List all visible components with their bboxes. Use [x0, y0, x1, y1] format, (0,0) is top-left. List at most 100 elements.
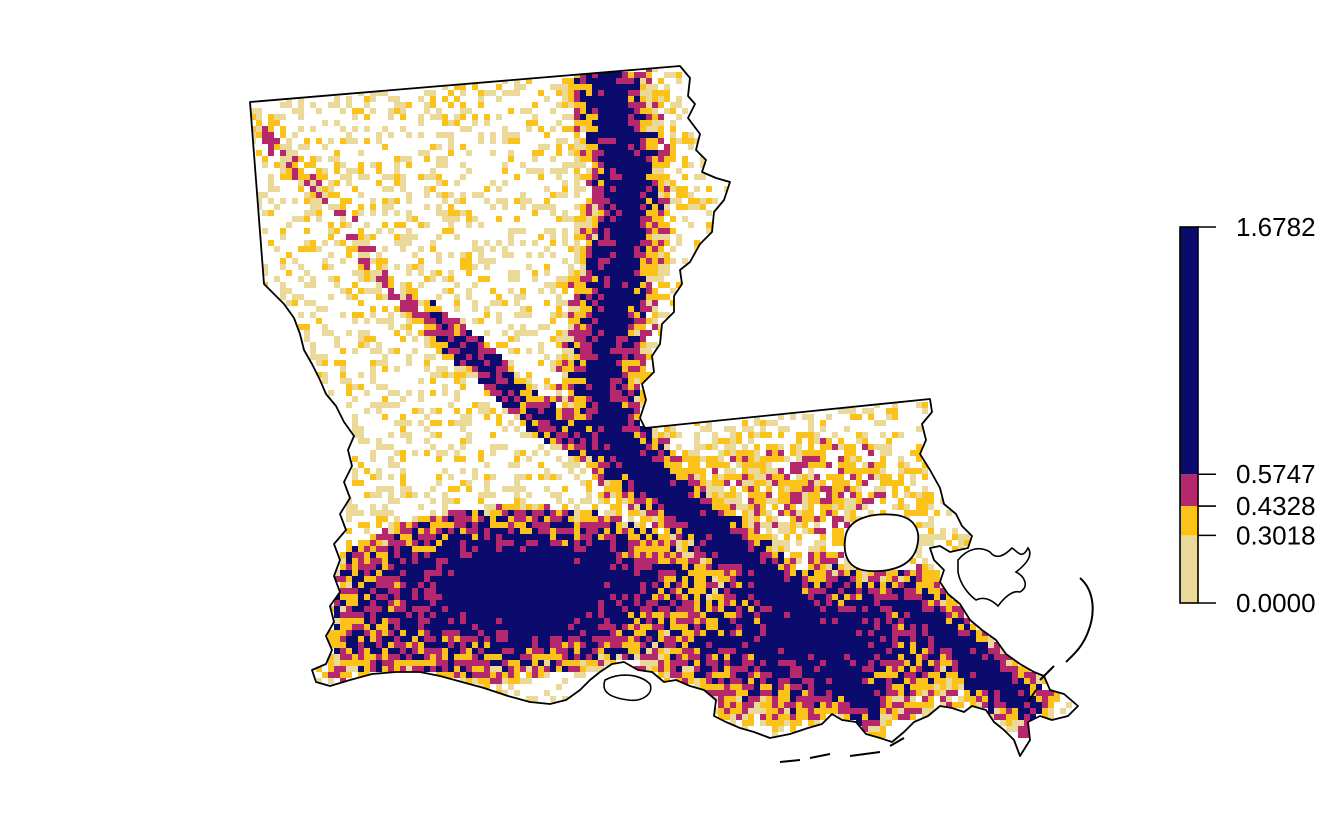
raster-cell — [730, 612, 736, 618]
raster-cell — [388, 582, 394, 588]
raster-cell — [628, 432, 634, 438]
raster-cell — [472, 372, 478, 378]
raster-cell — [592, 138, 598, 144]
raster-cell — [532, 576, 538, 582]
raster-cell — [658, 264, 664, 270]
raster-cell — [874, 654, 880, 660]
raster-cell — [364, 546, 370, 552]
raster-cell — [652, 96, 658, 102]
raster-cell — [862, 714, 868, 720]
raster-cell — [820, 438, 826, 444]
raster-cell — [424, 330, 430, 336]
raster-cell — [664, 438, 670, 444]
raster-cell — [340, 666, 346, 672]
raster-cell — [526, 402, 532, 408]
raster-cell — [484, 576, 490, 582]
raster-cell — [400, 108, 406, 114]
raster-cell — [580, 90, 586, 96]
raster-cell — [748, 672, 754, 678]
raster-cell — [400, 174, 406, 180]
raster-cell — [910, 492, 916, 498]
raster-cell — [574, 252, 580, 258]
raster-cell — [850, 474, 856, 480]
raster-cell — [412, 564, 418, 570]
raster-cell — [706, 570, 712, 576]
raster-cell — [526, 558, 532, 564]
raster-cell — [346, 654, 352, 660]
raster-cell — [394, 306, 400, 312]
raster-cell — [568, 348, 574, 354]
raster-cell — [568, 510, 574, 516]
raster-cell — [520, 312, 526, 318]
raster-cell — [334, 636, 340, 642]
raster-cell — [658, 90, 664, 96]
raster-cell — [604, 174, 610, 180]
raster-cell — [604, 570, 610, 576]
raster-cell — [316, 318, 322, 324]
raster-cell — [382, 654, 388, 660]
raster-cell — [592, 390, 598, 396]
raster-cell — [544, 534, 550, 540]
raster-cell — [484, 486, 490, 492]
raster-cell — [778, 414, 784, 420]
raster-cell — [622, 150, 628, 156]
raster-cell — [820, 504, 826, 510]
raster-cell — [514, 138, 520, 144]
raster-cell — [544, 660, 550, 666]
raster-cell — [676, 636, 682, 642]
raster-cell — [664, 534, 670, 540]
raster-cell — [886, 648, 892, 654]
raster-cell — [1000, 708, 1006, 714]
raster-cell — [436, 552, 442, 558]
raster-cell — [772, 480, 778, 486]
raster-cell — [526, 198, 532, 204]
raster-cell — [646, 660, 652, 666]
raster-cell — [364, 246, 370, 252]
raster-cell — [544, 402, 550, 408]
raster-cell — [598, 168, 604, 174]
raster-cell — [586, 156, 592, 162]
raster-cell — [916, 564, 922, 570]
raster-cell — [478, 252, 484, 258]
raster-cell — [646, 282, 652, 288]
raster-cell — [712, 474, 718, 480]
raster-bin-midlow — [250, 72, 1060, 738]
raster-cell — [640, 438, 646, 444]
raster-cell — [766, 564, 772, 570]
raster-cell — [562, 378, 568, 384]
raster-cell — [664, 606, 670, 612]
raster-cell — [610, 72, 616, 78]
raster-cell — [388, 486, 394, 492]
raster-cell — [454, 348, 460, 354]
raster-cell — [622, 204, 628, 210]
raster-cell — [868, 510, 874, 516]
raster-cell — [340, 312, 346, 318]
raster-cell — [1030, 708, 1036, 714]
raster-cell — [628, 150, 634, 156]
raster-cell — [616, 552, 622, 558]
raster-cell — [646, 480, 652, 486]
raster-cell — [568, 162, 574, 168]
raster-cell — [784, 576, 790, 582]
raster-cell — [928, 522, 934, 528]
raster-cell — [700, 474, 706, 480]
raster-cell — [622, 138, 628, 144]
raster-cell — [778, 540, 784, 546]
raster-cell — [424, 546, 430, 552]
raster-cell — [382, 306, 388, 312]
raster-cell — [430, 588, 436, 594]
raster-cell — [634, 144, 640, 150]
raster-cell — [634, 426, 640, 432]
raster-cell — [814, 522, 820, 528]
raster-cell — [580, 336, 586, 342]
raster-cell — [724, 576, 730, 582]
raster-cell — [598, 444, 604, 450]
raster-cell — [724, 672, 730, 678]
raster-cell — [466, 108, 472, 114]
raster-cell — [400, 306, 406, 312]
raster-cell — [400, 336, 406, 342]
raster-cell — [622, 210, 628, 216]
raster-cell — [784, 660, 790, 666]
raster-cell — [640, 210, 646, 216]
raster-cell — [292, 132, 298, 138]
